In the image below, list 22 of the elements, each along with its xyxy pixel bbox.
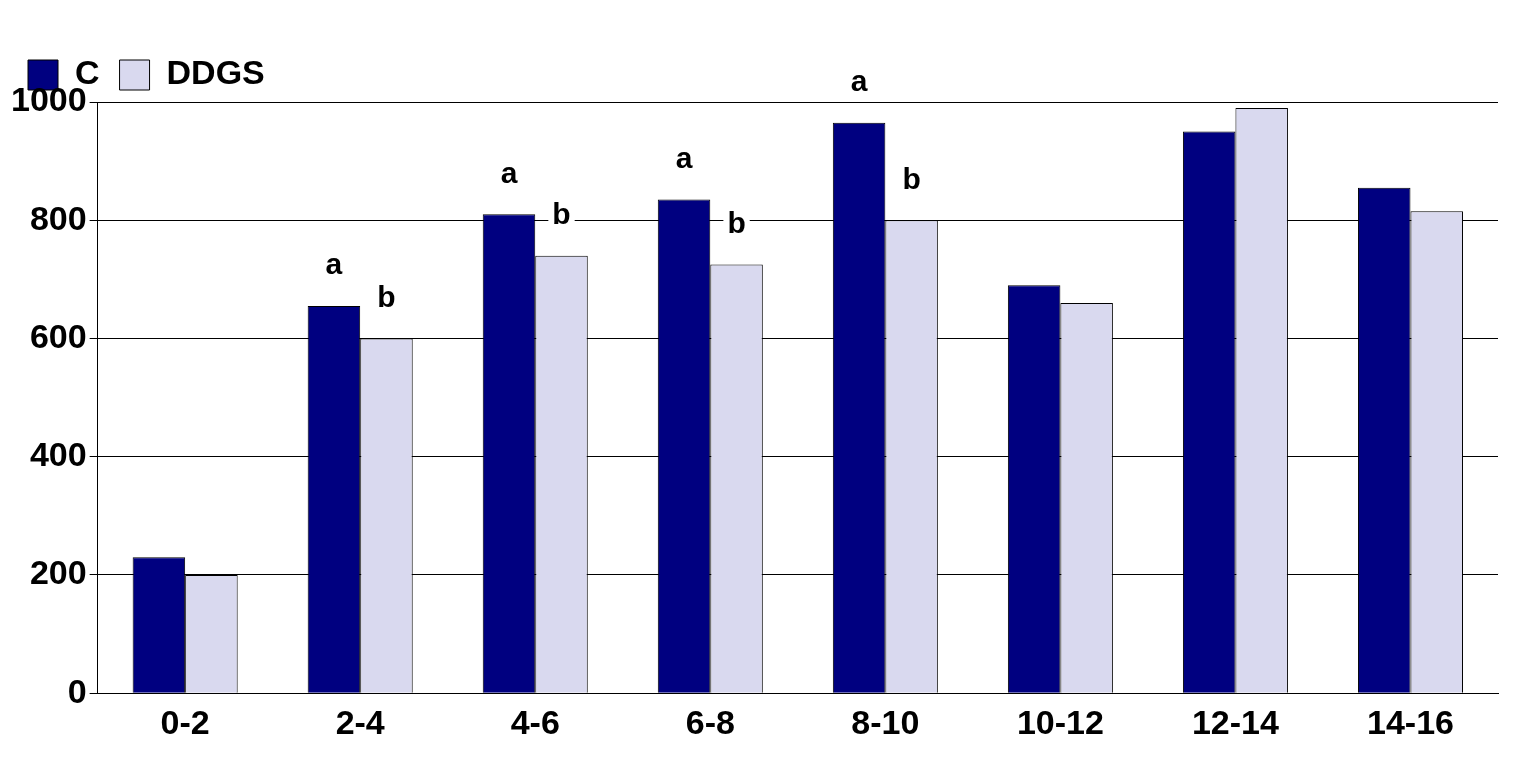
y-tick-label: 400 [29, 435, 87, 474]
x-tick-label: 2-4 [335, 702, 385, 741]
y-tick-label: 200 [29, 553, 87, 592]
annotation: b [727, 205, 746, 239]
annotation: a [325, 247, 343, 281]
annotation: b [552, 196, 571, 230]
annotation: a [675, 140, 693, 174]
x-tick-label: 8-10 [851, 702, 920, 741]
x-tick-label: 10-12 [1016, 702, 1104, 741]
annotation: a [850, 63, 868, 97]
x-tick-label: 0-2 [160, 702, 210, 741]
legend-label: DDGS [166, 53, 265, 92]
x-tick-label: 14-16 [1366, 702, 1454, 741]
annotation: b [377, 279, 396, 313]
annotation: a [500, 155, 518, 189]
y-tick-label: 0 [67, 671, 87, 710]
y-tick-label: 600 [29, 316, 87, 355]
annotation: b [902, 161, 921, 195]
x-tick-label: 4-6 [510, 702, 560, 741]
y-tick-label: 800 [29, 198, 87, 237]
x-tick-label: 12-14 [1191, 702, 1279, 741]
x-tick-label: 6-8 [685, 702, 735, 741]
